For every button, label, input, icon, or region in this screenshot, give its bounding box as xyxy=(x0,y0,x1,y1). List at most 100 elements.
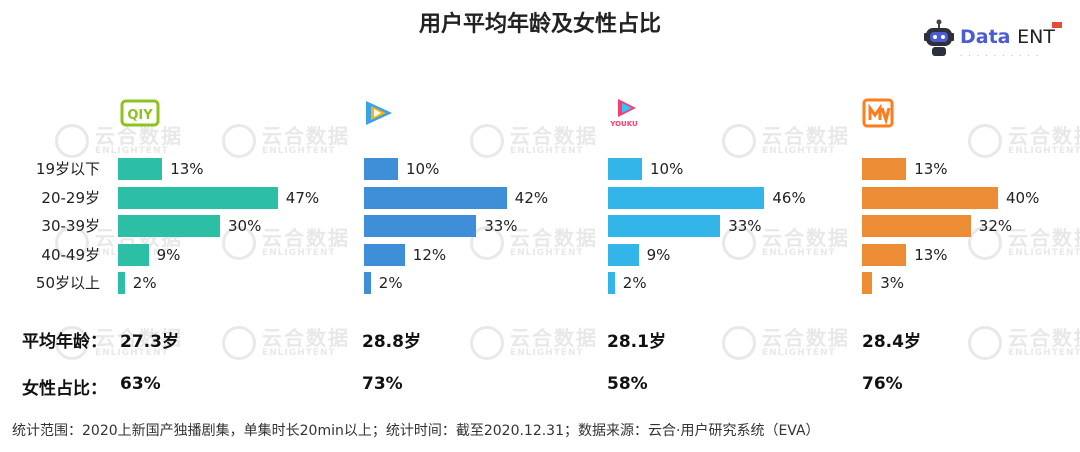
watermark-subtext: ENLIGHTENT xyxy=(510,348,584,358)
category-label: 19岁以下 xyxy=(35,160,100,178)
avg-age-iqiyi: 27.3岁 xyxy=(120,332,179,352)
value-label-tencent-2: 33% xyxy=(484,217,518,235)
bar-mango-3 xyxy=(862,244,907,266)
bar-youku-0 xyxy=(608,158,642,180)
brand-ent: ENT xyxy=(1017,26,1055,48)
bar-tencent-2 xyxy=(364,215,477,237)
bar-youku-1 xyxy=(608,187,765,209)
watermark-circle-icon xyxy=(722,326,756,360)
avg-age-mango: 28.4岁 xyxy=(862,332,921,352)
avg-age-youku: 28.1岁 xyxy=(607,332,666,352)
watermark-text: 云合数据 xyxy=(510,124,598,148)
bar-tencent-4 xyxy=(364,272,371,294)
bar-iqiyi-2 xyxy=(118,215,220,237)
bar-iqiyi-1 xyxy=(118,187,278,209)
avg-age-label: 平均年龄： xyxy=(22,332,107,352)
iqiyi-logo-icon: QIY xyxy=(120,99,160,127)
youku-text: YOUKU xyxy=(609,120,638,128)
value-label-iqiyi-0: 13% xyxy=(170,160,204,178)
bar-mango-4 xyxy=(862,272,873,294)
watermark-circle-icon xyxy=(722,124,756,158)
bar-youku-3 xyxy=(608,244,639,266)
watermark-text: 云合数据 xyxy=(262,124,350,148)
watermark-subtext: ENLIGHTENT xyxy=(262,146,336,156)
bar-iqiyi-3 xyxy=(118,244,149,266)
svg-text:QIY: QIY xyxy=(127,108,153,123)
value-label-tencent-3: 12% xyxy=(412,246,447,264)
category-label: 20-29岁 xyxy=(41,189,100,207)
watermark-subtext: ENLIGHTENT xyxy=(510,248,584,258)
watermark-text: 云合数据 xyxy=(510,226,598,250)
watermark-circle-icon xyxy=(222,326,256,360)
watermark-text: 云合数据 xyxy=(262,226,350,250)
watermark-subtext: ENLIGHTENT xyxy=(262,348,336,358)
watermark-subtext: ENLIGHTENT xyxy=(1008,348,1080,358)
value-label-youku-2: 33% xyxy=(728,217,762,235)
category-label: 50岁以上 xyxy=(35,274,100,292)
female-ratio-iqiyi: 63% xyxy=(120,374,161,394)
value-label-youku-0: 10% xyxy=(650,160,684,178)
watermark-text: 云合数据 xyxy=(1008,226,1080,250)
watermark-circle-icon xyxy=(55,124,89,158)
value-label-iqiyi-3: 9% xyxy=(156,246,181,264)
bar-tencent-3 xyxy=(364,244,405,266)
watermark-subtext: ENLIGHTENT xyxy=(262,248,336,258)
watermark-subtext: ENLIGHTENT xyxy=(1008,146,1080,156)
female-ratio-label: 女性占比： xyxy=(22,379,107,399)
value-label-tencent-1: 42% xyxy=(514,189,549,207)
category-label: 40-49岁 xyxy=(41,246,100,264)
brand-name: Data ENT xyxy=(960,26,1055,48)
watermark-subtext: ENLIGHTENT xyxy=(762,348,836,358)
footer-note: 统计范围：2020上新国产独播剧集，单集时长20min以上；统计时间：截至202… xyxy=(12,423,820,439)
value-label-mango-2: 32% xyxy=(978,217,1013,235)
value-label-tencent-0: 10% xyxy=(406,160,440,178)
watermark-circle-icon xyxy=(222,124,256,158)
value-label-mango-4: 3% xyxy=(880,274,904,292)
watermark-text: 云合数据 xyxy=(1008,124,1080,148)
brand-badge xyxy=(1052,22,1062,28)
youku-logo-icon: YOUKU xyxy=(609,99,638,128)
value-label-mango-0: 13% xyxy=(914,160,948,178)
value-label-iqiyi-2: 30% xyxy=(228,217,262,235)
brand-data: Data xyxy=(960,26,1011,48)
tencent-video-logo-icon xyxy=(366,101,392,125)
female-ratio-mango: 76% xyxy=(862,374,903,394)
watermark-text: 云合数据 xyxy=(510,326,598,350)
watermark-subtext: ENLIGHTENT xyxy=(510,146,584,156)
avg-age-tencent: 28.8岁 xyxy=(362,332,421,352)
bar-tencent-1 xyxy=(364,187,507,209)
value-label-youku-1: 46% xyxy=(772,189,806,207)
mango-tv-logo-icon xyxy=(862,98,894,128)
bar-tencent-0 xyxy=(364,158,398,180)
female-ratio-youku: 58% xyxy=(607,374,648,394)
value-label-youku-3: 9% xyxy=(646,246,671,264)
bar-mango-2 xyxy=(862,215,971,237)
watermark-circle-icon xyxy=(968,326,1002,360)
watermark-circle-icon xyxy=(470,124,504,158)
female-ratio-tencent: 73% xyxy=(362,374,403,394)
brand-tagline: · · · · · · · · · · xyxy=(960,52,1041,60)
watermark-subtext: ENLIGHTENT xyxy=(95,146,169,156)
watermark-subtext: ENLIGHTENT xyxy=(1008,248,1080,258)
category-label: 30-39岁 xyxy=(41,217,100,235)
value-label-mango-1: 40% xyxy=(1006,189,1040,207)
bar-iqiyi-4 xyxy=(118,272,125,294)
bar-iqiyi-0 xyxy=(118,158,163,180)
bar-mango-0 xyxy=(862,158,907,180)
bar-youku-2 xyxy=(608,215,721,237)
data-ent-logo: Data ENT · · · · · · · · · · xyxy=(924,16,1064,66)
value-label-iqiyi-4: 2% xyxy=(132,274,157,292)
watermark-subtext: ENLIGHTENT xyxy=(762,248,836,258)
value-label-mango-3: 13% xyxy=(914,246,948,264)
bar-mango-1 xyxy=(862,187,998,209)
value-label-tencent-4: 2% xyxy=(378,274,403,292)
watermark-text: 云合数据 xyxy=(762,226,850,250)
chart-title: 用户平均年龄及女性占比 xyxy=(418,12,661,37)
